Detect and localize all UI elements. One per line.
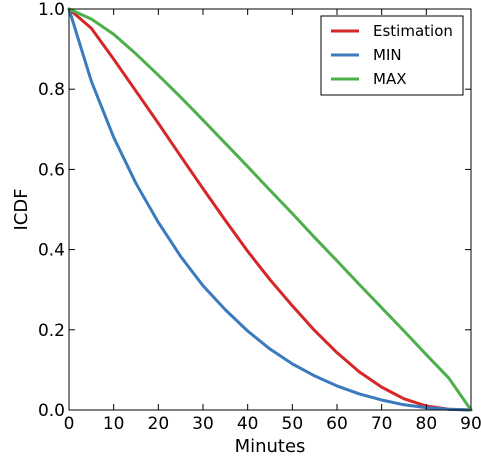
y-axis-label: ICDF <box>11 188 32 230</box>
legend-label-estimation: Estimation <box>373 22 453 40</box>
plot-frame <box>68 8 472 411</box>
x-tick-label: 10 <box>103 414 125 434</box>
y-tick-label: 0.2 <box>38 321 65 341</box>
x-tick-label: 0 <box>64 414 75 434</box>
legend-label-min: MIN <box>373 46 402 64</box>
x-tick-label: 20 <box>148 414 170 434</box>
legend-label-max: MAX <box>373 70 406 88</box>
x-tick-label: 40 <box>237 414 259 434</box>
series-line-max <box>67 7 473 412</box>
series-layer <box>67 7 473 412</box>
x-tick-label: 90 <box>460 414 481 434</box>
x-tick-label: 80 <box>416 414 438 434</box>
x-tick-label: 50 <box>282 414 304 434</box>
x-tick-label: 70 <box>371 414 393 434</box>
y-tick-label: 0.4 <box>38 241 65 261</box>
ticks-layer: 0 10 20 30 40 50 60 70 80 90 0.0 0.2 0.4 0.6 0.8 1.0 <box>38 0 481 434</box>
series-line-estimation <box>67 7 473 412</box>
y-tick-label: 0.8 <box>38 80 65 100</box>
y-tick-label: 0.6 <box>38 160 65 180</box>
x-axis-label: Minutes <box>235 436 306 457</box>
y-tick-label: 0.0 <box>38 401 65 421</box>
series-line-min <box>67 7 473 412</box>
y-tick-label: 1.0 <box>38 0 65 20</box>
x-tick-label: 30 <box>192 414 214 434</box>
x-tick-label: 60 <box>326 414 348 434</box>
legend: Estimation MIN MAX <box>320 15 464 96</box>
